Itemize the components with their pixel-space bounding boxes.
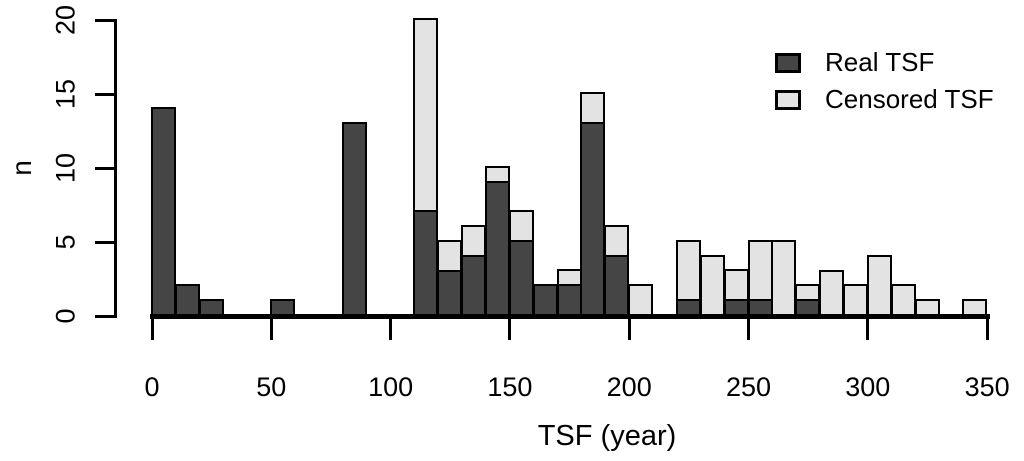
bar-segment-real <box>437 270 462 316</box>
legend-label-real: Real TSF <box>825 47 935 77</box>
bar-segment-censored <box>628 284 653 316</box>
y-tick-label: 0 <box>50 308 81 324</box>
bar-segment-real <box>270 299 295 316</box>
x-tick <box>269 319 273 340</box>
bar-segment-censored <box>843 284 868 316</box>
y-tick-label: 10 <box>50 152 81 184</box>
y-axis-label: n <box>6 160 37 176</box>
bar-segment-real <box>413 210 438 316</box>
legend-label-censored: Censored TSF <box>825 84 994 114</box>
y-tick <box>95 166 115 170</box>
x-tick-label: 0 <box>144 372 160 402</box>
bar-segment-censored <box>437 240 462 272</box>
x-tick <box>866 319 870 340</box>
x-tick-label: 100 <box>368 372 414 402</box>
bar-segment-real <box>485 181 510 316</box>
legend: Real TSF Censored TSF <box>775 44 994 118</box>
bar-segment-real <box>748 299 773 316</box>
y-tick <box>95 240 115 244</box>
bar-segment-censored <box>604 225 629 257</box>
y-tick-label: 15 <box>50 78 81 110</box>
bar-segment-real <box>175 284 200 316</box>
bar-segment-censored <box>867 255 892 316</box>
bar-segment-real <box>557 284 582 316</box>
bar-segment-real <box>580 122 605 316</box>
bar-segment-censored <box>771 240 796 316</box>
bar-segment-censored <box>580 92 605 124</box>
y-axis-line <box>114 19 117 318</box>
y-tick <box>95 18 115 22</box>
x-tick-label: 150 <box>487 372 533 402</box>
bar-segment-real <box>604 255 629 316</box>
x-tick <box>389 319 393 340</box>
bar-segment-censored <box>676 240 701 301</box>
x-tick <box>627 319 631 340</box>
bar-segment-real <box>199 299 224 316</box>
bar-segment-censored <box>461 225 486 257</box>
legend-swatch-censored <box>775 89 801 110</box>
bar-segment-censored <box>962 299 987 316</box>
bar-segment-censored <box>509 210 534 242</box>
bar-segment-censored <box>700 255 725 316</box>
bar-segment-censored <box>485 166 510 183</box>
x-tick-label: 200 <box>606 372 652 402</box>
bar-segment-real <box>795 299 820 316</box>
bar-segment-real <box>676 299 701 316</box>
legend-swatch-real <box>775 52 801 73</box>
bar-segment-real <box>342 122 367 316</box>
bar-segment-real <box>724 299 749 316</box>
x-tick-label: 50 <box>256 372 287 402</box>
bar-segment-real <box>461 255 486 316</box>
y-tick <box>95 314 115 318</box>
bar-segment-real <box>533 284 558 316</box>
x-tick <box>508 319 512 340</box>
y-tick <box>95 92 115 96</box>
y-tick-label: 20 <box>50 4 81 36</box>
bar-segment-censored <box>413 18 438 212</box>
bar-segment-censored <box>748 240 773 301</box>
x-tick-label: 250 <box>725 372 772 402</box>
x-tick <box>150 319 154 340</box>
bar-segment-real <box>151 107 176 316</box>
bar-segment-censored <box>557 269 582 286</box>
y-tick-label: 5 <box>50 234 81 250</box>
x-baseline <box>150 314 990 319</box>
x-tick-label: 350 <box>964 372 1010 402</box>
x-tick-label: 300 <box>845 372 891 402</box>
x-tick <box>747 319 750 340</box>
bar-segment-censored <box>795 284 820 301</box>
legend-item-real: Real TSF <box>775 44 994 81</box>
bar-segment-censored <box>819 270 844 316</box>
x-axis-label: TSF (year) <box>537 420 677 452</box>
bar-segment-censored <box>915 299 940 316</box>
legend-item-censored: Censored TSF <box>775 81 994 118</box>
bar-segment-censored <box>891 284 916 316</box>
bar-segment-real <box>509 240 534 316</box>
bar-segment-censored <box>724 269 749 301</box>
x-tick <box>985 319 989 340</box>
